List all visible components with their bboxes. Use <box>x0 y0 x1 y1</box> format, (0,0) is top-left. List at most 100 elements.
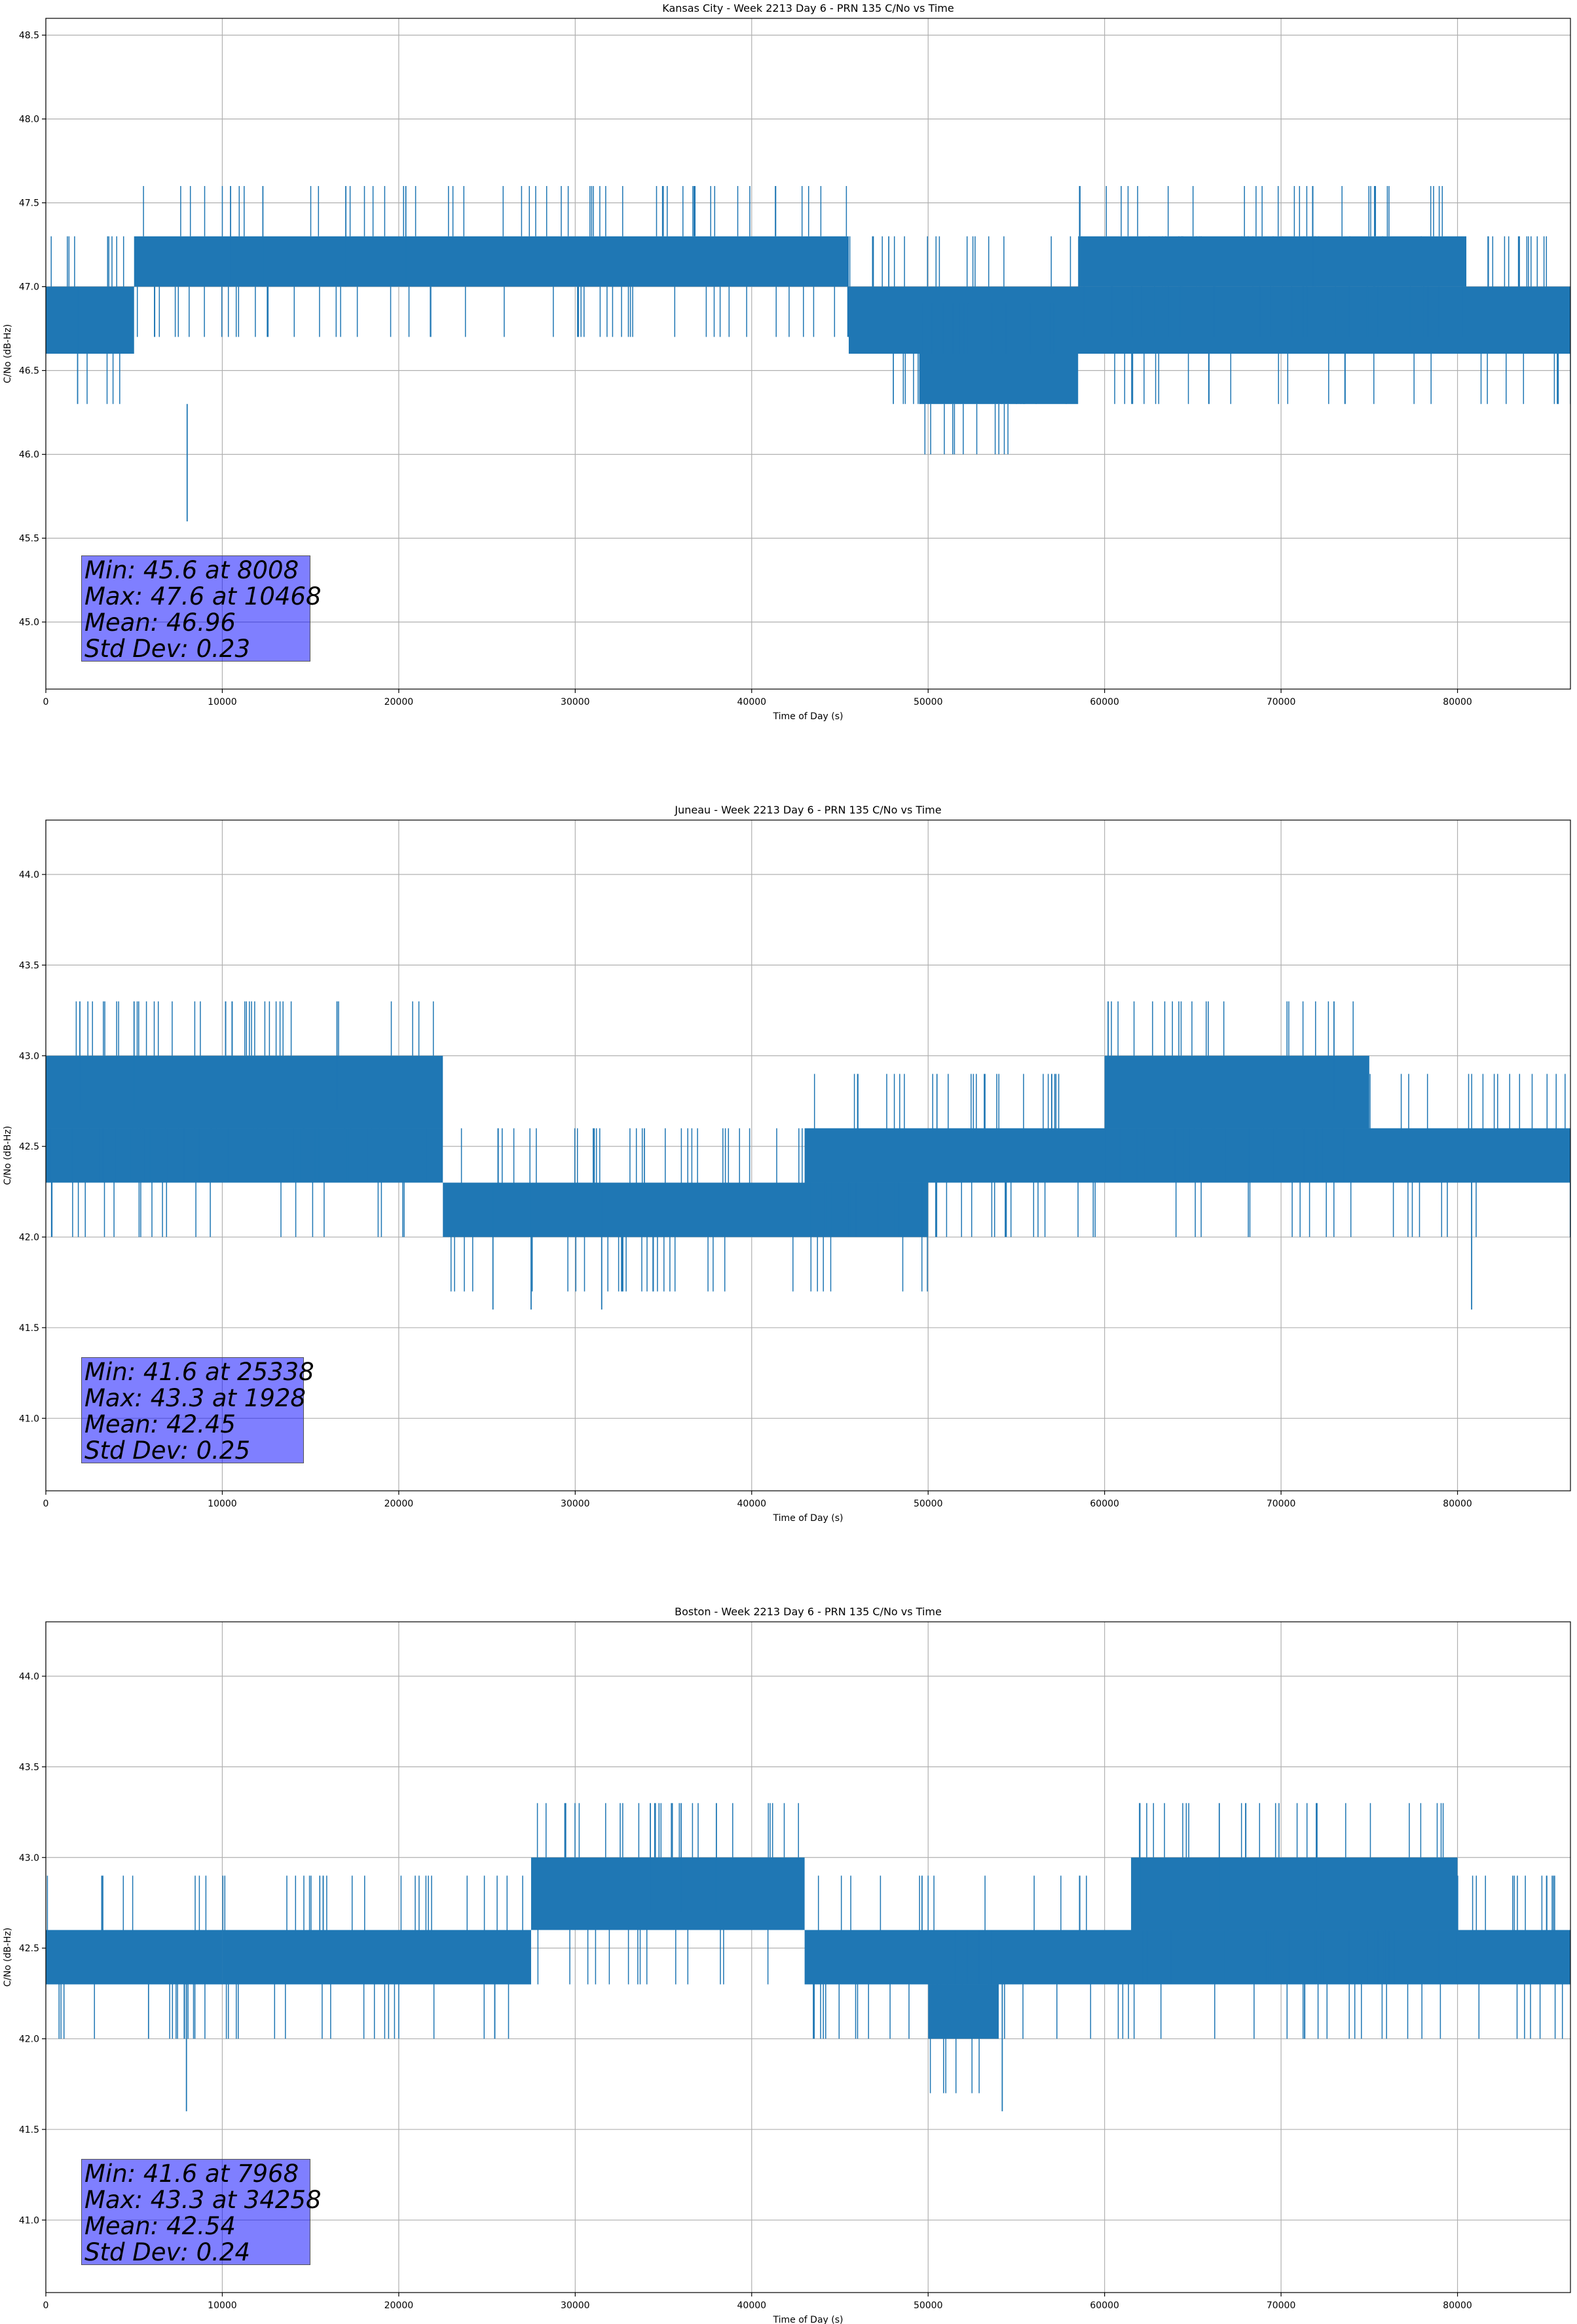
signal-spikes <box>450 1128 928 1292</box>
y-tick-label: 42.0 <box>19 1233 39 1243</box>
axes-frame <box>45 18 1571 690</box>
y-tick-label: 41.0 <box>19 2215 39 2226</box>
x-tick-label: 20000 <box>384 1499 414 1509</box>
y-tick-label: 43.5 <box>19 1762 39 1772</box>
stats-annotation: Min: 45.6 at 8008 Max: 47.6 at 10468 Mean:… <box>81 555 322 663</box>
x-tick-label: 30000 <box>561 697 590 707</box>
y-tick-label: 45.5 <box>19 534 39 544</box>
y-axis-label: C/No (dB-Hz) <box>3 1928 13 1987</box>
signal-band <box>443 1182 929 1237</box>
x-tick-label: 40000 <box>737 697 767 707</box>
x-tick-label: 70000 <box>1267 697 1296 707</box>
chart-title: Kansas City - Week 2213 Day 6 - PRN 135 … <box>662 2 954 14</box>
y-tick-label: 43.0 <box>19 1853 39 1864</box>
y-tick-label: 44.0 <box>19 870 39 880</box>
y-tick-label: 42.5 <box>19 1943 39 1954</box>
x-tick-label: 10000 <box>208 697 237 707</box>
signal-band <box>804 1930 999 1985</box>
y-tick-label: 43.0 <box>19 1051 39 1062</box>
chart-1: 0 10000 20000 30000 40000 50000 60000 70000 8000… <box>3 804 1571 1524</box>
y-tick-label: 48.5 <box>19 31 39 41</box>
y-axis-label: C/No (dB-Hz) <box>3 324 13 383</box>
x-tick-label: 70000 <box>1267 2300 1296 2311</box>
y-tick-label: 46.5 <box>19 366 39 377</box>
chart-title: Juneau - Week 2213 Day 6 - PRN 135 C/No … <box>674 804 941 816</box>
x-tick-label: 10000 <box>208 2300 237 2311</box>
y-tick-label: 41.5 <box>19 1323 39 1334</box>
signal-band <box>1078 236 1467 287</box>
signal-spikes <box>922 303 1055 455</box>
signal-band <box>919 354 1079 404</box>
signal-band <box>848 286 1570 354</box>
stats-std: Std Dev: 0.24 <box>84 2238 251 2266</box>
x-tick-label: 50000 <box>914 2300 943 2311</box>
signal-spikes <box>1105 1001 1354 1183</box>
signal-band <box>999 1930 1570 1985</box>
x-tick-label: 30000 <box>561 2300 590 2311</box>
signal-spikes <box>46 1875 207 2039</box>
stats-std: Std Dev: 0.23 <box>84 635 251 663</box>
series-line <box>46 186 1570 521</box>
x-tick-label: 10000 <box>208 1499 237 1509</box>
signal-spikes <box>810 1074 1570 1237</box>
stats-annotation: Min: 41.6 at 7968 Max: 43.3 at 34258 Mean:… <box>81 2159 322 2266</box>
x-tick-label: 80000 <box>1443 697 1472 707</box>
signal-band <box>1104 1055 1369 1129</box>
stats-min: Min: 41.6 at 7968 <box>84 2160 299 2188</box>
x-tick-label: 30000 <box>561 1499 590 1509</box>
signal-spikes <box>1079 186 1463 337</box>
x-tick-label: 80000 <box>1443 2300 1472 2311</box>
x-tick-label: 60000 <box>1090 2300 1119 2311</box>
x-tick-label: 0 <box>43 697 49 707</box>
chart-0: 0 10000 20000 30000 40000 50000 60000 70000 8000… <box>3 2 1571 722</box>
signal-band <box>46 1055 443 1129</box>
y-tick-label: 46.0 <box>19 450 39 460</box>
stats-min: Min: 45.6 at 8008 <box>84 556 299 584</box>
y-axis-label: C/No (dB-Hz) <box>3 1126 13 1185</box>
stats-mean: Mean: 46.96 <box>84 609 236 637</box>
x-tick-label: 0 <box>43 1499 49 1509</box>
y-tick-label: 42.0 <box>19 2034 39 2045</box>
signal-band <box>928 1984 999 2039</box>
signal-band <box>46 1930 223 1985</box>
x-tick-label: 50000 <box>914 697 943 707</box>
signal-spikes <box>50 236 124 404</box>
signal-band <box>134 236 849 287</box>
signal-band <box>530 1857 805 1930</box>
signal-band <box>46 286 134 354</box>
signal-band <box>222 1930 531 1985</box>
signal-spikes <box>536 1803 799 1985</box>
stats-mean: Mean: 42.45 <box>84 1410 236 1438</box>
signal-spikes <box>222 1875 523 2039</box>
x-tick-label: 60000 <box>1090 697 1119 707</box>
x-axis-label: Time of Day (s) <box>773 1513 844 1524</box>
stats-annotation: Min: 41.6 at 25338 Max: 43.3 at 1928 Mean:… <box>81 1357 314 1465</box>
signal-band <box>1131 1857 1458 1930</box>
signal-band <box>804 1128 1570 1183</box>
signal-spikes <box>1139 1803 1457 1985</box>
stats-min: Min: 41.6 at 25338 <box>84 1358 314 1386</box>
signal-spikes <box>929 1930 992 2093</box>
signal-band <box>46 1128 443 1183</box>
stats-max: Max: 43.3 at 34258 <box>84 2186 322 2214</box>
stats-mean: Mean: 42.54 <box>84 2212 236 2240</box>
x-tick-label: 80000 <box>1443 1499 1472 1509</box>
axes-frame <box>45 819 1571 1491</box>
y-tick-label: 47.0 <box>19 282 39 293</box>
x-tick-label: 40000 <box>737 1499 767 1509</box>
y-tick-label: 45.0 <box>19 618 39 628</box>
x-tick-label: 70000 <box>1267 1499 1296 1509</box>
y-tick-label: 44.0 <box>19 1672 39 1682</box>
signal-spikes <box>46 1001 434 1183</box>
series-line <box>46 1001 1570 1310</box>
x-tick-label: 20000 <box>384 2300 414 2311</box>
stats-std: Std Dev: 0.25 <box>84 1436 251 1465</box>
x-tick-label: 20000 <box>384 697 414 707</box>
y-tick-label: 41.0 <box>19 1414 39 1424</box>
y-tick-label: 47.5 <box>19 198 39 209</box>
stats-max: Max: 43.3 at 1928 <box>84 1384 306 1412</box>
x-tick-label: 40000 <box>737 2300 767 2311</box>
y-tick-label: 43.5 <box>19 960 39 971</box>
series-line <box>46 1803 1570 2112</box>
